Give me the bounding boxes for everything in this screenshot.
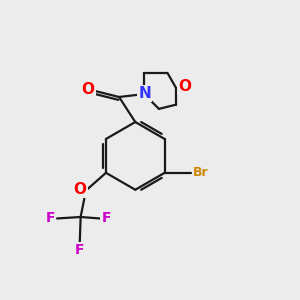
Text: F: F xyxy=(46,212,55,226)
Text: O: O xyxy=(178,79,191,94)
Text: F: F xyxy=(75,243,85,257)
Text: N: N xyxy=(138,86,151,101)
Text: O: O xyxy=(74,182,86,197)
Text: O: O xyxy=(82,82,95,97)
Text: F: F xyxy=(101,212,111,226)
Text: Br: Br xyxy=(193,166,208,179)
